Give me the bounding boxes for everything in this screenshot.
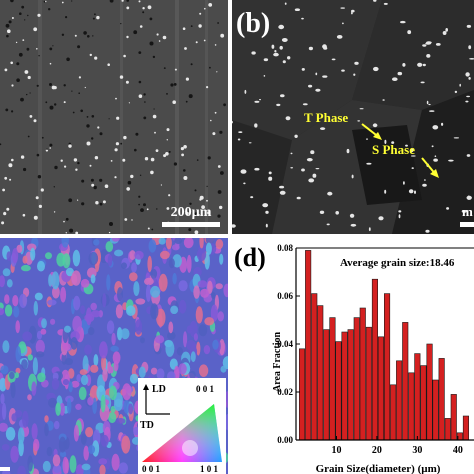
histogram-bar bbox=[329, 317, 336, 441]
histogram-bar bbox=[311, 293, 318, 441]
histogram-bar bbox=[444, 418, 451, 441]
x-tick-label: 20 bbox=[372, 445, 382, 456]
histogram-bar bbox=[377, 336, 384, 441]
ebsd-map-c-image: LD TD 0 0 1 0 0 1 1 0 1 bbox=[0, 238, 228, 474]
histogram-bar bbox=[371, 278, 378, 441]
y-tick-label: 0.04 bbox=[277, 339, 293, 349]
histogram-bar bbox=[438, 358, 445, 441]
triangle-right-label: 1 0 1 bbox=[200, 464, 219, 474]
histogram-bar bbox=[353, 317, 360, 441]
histogram-bar bbox=[390, 384, 397, 441]
y-axis-label: Area Fraction bbox=[272, 332, 283, 393]
y-tick-label: 0.06 bbox=[277, 291, 293, 301]
s-phase-arrowhead bbox=[430, 169, 439, 178]
histogram-bar bbox=[462, 415, 469, 441]
average-grain-size-annotation: Average grain size:18.46 bbox=[340, 257, 455, 269]
histogram-bar bbox=[299, 348, 306, 441]
td-label: TD bbox=[140, 420, 154, 431]
sem-micrograph-b-image: (b) T Phase S Phase m bbox=[232, 0, 474, 234]
histogram-bar bbox=[426, 343, 433, 441]
x-tick-label: 40 bbox=[453, 445, 463, 456]
histogram-bar bbox=[335, 341, 342, 441]
triangle-left-label: 0 0 1 bbox=[142, 464, 161, 474]
y-tick-label: 0.02 bbox=[277, 387, 293, 397]
histogram-bar bbox=[450, 394, 457, 441]
histogram-bar bbox=[396, 360, 403, 441]
histogram-bar bbox=[432, 379, 439, 441]
y-tick-label: 0.08 bbox=[277, 243, 293, 253]
y-tick-label: 0.00 bbox=[277, 435, 293, 445]
histogram-bar bbox=[359, 307, 366, 441]
histogram-bar bbox=[420, 365, 427, 441]
scale-bar-label: 200µm bbox=[171, 205, 212, 220]
histogram-bar bbox=[305, 250, 312, 441]
histogram-bar bbox=[341, 331, 348, 441]
histogram-bar bbox=[365, 326, 372, 441]
t-phase-arrowhead bbox=[373, 132, 382, 140]
sem-micrograph-a-image: 200µm bbox=[0, 0, 228, 234]
histogram-bar bbox=[317, 305, 324, 441]
x-axis-label: Grain Size(diameter) (µm) bbox=[316, 463, 441, 474]
ebsd-map-c: LD TD 0 0 1 0 0 1 1 0 1 bbox=[0, 238, 228, 474]
x-tick-label: 30 bbox=[412, 445, 422, 456]
scale-bar-b-label: m bbox=[462, 204, 473, 219]
sem-micrograph-a: 200µm bbox=[0, 0, 228, 234]
histogram-bar bbox=[323, 329, 330, 441]
x-tick-label: 10 bbox=[331, 445, 341, 456]
t-phase-label: T Phase bbox=[304, 110, 348, 125]
histogram-bar bbox=[347, 329, 354, 441]
histogram-chart: (d) 0.00 0.02 0.04 0.06 0.08 10 20 30 40 Average… bbox=[234, 243, 474, 474]
histogram-bar bbox=[402, 322, 409, 441]
sem-micrograph-b: (b) T Phase S Phase m bbox=[232, 0, 474, 234]
panel-d-label: (d) bbox=[234, 243, 266, 272]
scale-bar-c bbox=[0, 467, 10, 471]
panel-b-label: (b) bbox=[236, 8, 270, 39]
grain-size-histogram: (d) 0.00 0.02 0.04 0.06 0.08 10 20 30 40 Average… bbox=[232, 238, 474, 474]
s-phase-label: S Phase bbox=[372, 142, 415, 157]
scale-bar bbox=[162, 222, 220, 227]
histogram-bar bbox=[408, 372, 415, 441]
triangle-top-label: 0 0 1 bbox=[196, 384, 215, 394]
histogram-bar bbox=[384, 293, 391, 441]
scale-bar-b bbox=[460, 222, 474, 227]
ld-label: LD bbox=[152, 384, 166, 395]
histogram-bar bbox=[414, 353, 421, 441]
